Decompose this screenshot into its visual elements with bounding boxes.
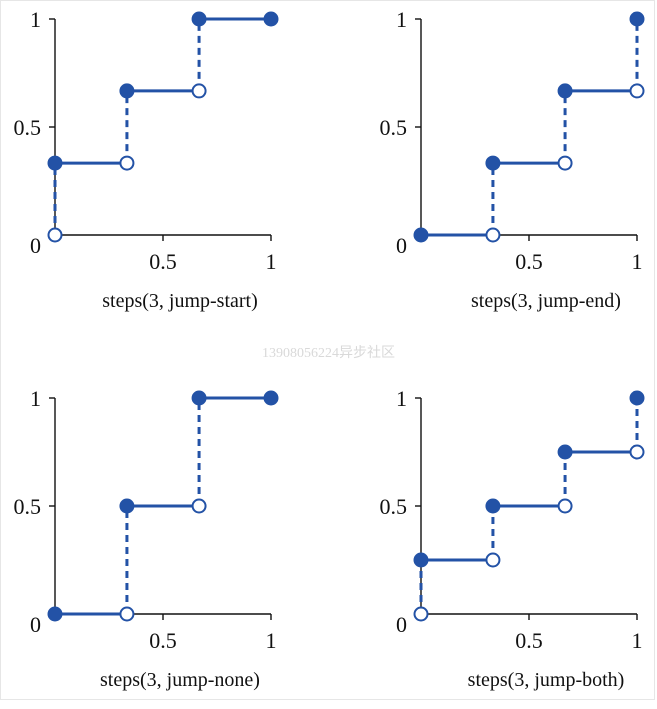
chart-1-filled-point [557, 83, 573, 99]
chart-2-filled-point [119, 498, 135, 514]
chart-2-filled-point [263, 390, 279, 406]
chart-1-open-point [629, 83, 645, 99]
chart-0-open-point [119, 155, 135, 171]
chart-1-open-point [557, 155, 573, 171]
chart-1-open-point [485, 227, 501, 243]
chart-3-open-point [413, 606, 429, 622]
chart-0-filled-point [119, 83, 135, 99]
chart-0-y-tick-label: 0.5 [14, 115, 42, 140]
chart-svg-jump-none: 0 0.5 1 0.5 1 [14, 386, 279, 653]
chart-panel-jump-none: 0 0.5 1 0.5 1 steps(3, jump-none) [0, 379, 300, 709]
chart-0-open-point [191, 83, 207, 99]
chart-panel-jump-both: 0 0.5 1 0.5 1 steps(3, jump-both) [366, 379, 657, 709]
chart-3-filled-point [557, 444, 573, 460]
chart-1-filled-point [629, 11, 645, 27]
chart-title-jump-none: steps(3, jump-none) [100, 669, 260, 691]
chart-2-y-tick-label: 0 [30, 612, 41, 637]
chart-svg-jump-both: 0 0.5 1 0.5 1 [380, 386, 645, 653]
chart-3-filled-point [629, 390, 645, 406]
chart-3-y-tick-label: 0 [396, 612, 407, 637]
chart-1-filled-point [413, 227, 429, 243]
chart-2-y-tick-label: 0.5 [14, 494, 42, 519]
watermark-text: 13908056224异步社区 [262, 346, 395, 361]
chart-2-x-tick-label: 0.5 [149, 628, 177, 653]
chart-2-open-point [119, 606, 135, 622]
chart-2-x-tick-label: 1 [266, 628, 277, 653]
chart-3-filled-point [413, 552, 429, 568]
chart-2-y-tick-label: 1 [30, 386, 41, 411]
chart-3-y-tick-label: 0.5 [380, 494, 408, 519]
chart-0-y-tick-label: 1 [30, 7, 41, 32]
chart-3-x-tick-label: 0.5 [515, 628, 543, 653]
chart-0-x-tick-label: 0.5 [149, 249, 177, 274]
chart-title-jump-start: steps(3, jump-start) [102, 290, 258, 312]
chart-0-x-tick-label: 1 [266, 249, 277, 274]
chart-title-jump-end: steps(3, jump-end) [471, 290, 621, 312]
chart-0-filled-point [47, 155, 63, 171]
chart-panel-jump-start: 0 0.5 1 0.5 1 steps(3, jump-start) [0, 0, 300, 330]
chart-1-y-tick-label: 0.5 [380, 115, 408, 140]
chart-1-x-tick-label: 1 [632, 249, 643, 274]
chart-3-x-tick-label: 1 [632, 628, 643, 653]
chart-1-y-tick-label: 1 [396, 7, 407, 32]
chart-3-y-tick-label: 1 [396, 386, 407, 411]
chart-3-open-point [629, 444, 645, 460]
chart-1-x-tick-label: 0.5 [515, 249, 543, 274]
chart-svg-jump-start: 0 0.5 1 0.5 1 [14, 7, 279, 274]
chart-1-filled-point [485, 155, 501, 171]
chart-0-filled-point [263, 11, 279, 27]
chart-3-filled-point [485, 498, 501, 514]
chart-2-open-point [191, 498, 207, 514]
chart-title-jump-both: steps(3, jump-both) [467, 669, 625, 691]
chart-panel-jump-end: 0 0.5 1 0.5 1 steps(3, jump-end) [366, 0, 657, 330]
chart-2-filled-point [47, 606, 63, 622]
chart-2-filled-point [191, 390, 207, 406]
chart-0-filled-point [191, 11, 207, 27]
chart-svg-jump-end: 0 0.5 1 0.5 1 [380, 7, 645, 274]
chart-3-open-point [485, 552, 501, 568]
chart-0-y-tick-label: 0 [30, 233, 41, 258]
chart-1-y-tick-label: 0 [396, 233, 407, 258]
chart-0-open-point [47, 227, 63, 243]
chart-3-open-point [557, 498, 573, 514]
